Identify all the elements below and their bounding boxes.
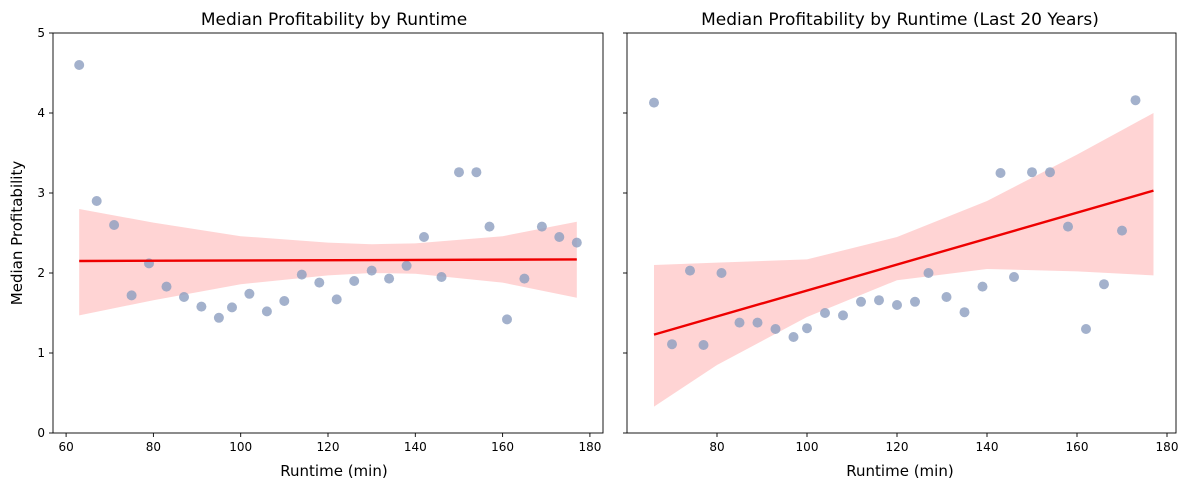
right-x-tick-label: 80 (709, 440, 724, 454)
right-data-point (995, 168, 1006, 178)
right-data-point (1027, 167, 1037, 178)
right-data-point (977, 281, 988, 292)
left-data-point (366, 265, 377, 276)
left-y-tick-label: 5 (37, 26, 45, 40)
right-x-tick-label: 100 (796, 440, 819, 454)
left-x-tick-label: 80 (146, 440, 161, 454)
left-x-tick-label: 120 (317, 440, 340, 454)
left-y-tick-label: 0 (37, 426, 45, 440)
right-data-point (892, 300, 902, 310)
right-data-point (734, 317, 745, 328)
right-data-point (838, 310, 848, 321)
left-data-point (519, 273, 530, 284)
right-data-point (820, 308, 830, 318)
left-data-point (261, 306, 272, 317)
right-x-tick-label: 120 (886, 440, 909, 454)
left-data-point (419, 232, 429, 242)
right-data-point (1081, 324, 1091, 334)
right-data-point (649, 97, 659, 108)
left-y-tick-label: 4 (37, 106, 45, 120)
left-x-tick-label: 60 (58, 440, 73, 454)
left-chart-title: Median Profitability by Runtime (201, 10, 467, 30)
right-data-point (685, 265, 695, 276)
left-data-point (179, 292, 189, 302)
left-y-tick-label: 2 (37, 266, 45, 280)
right-chart: Median Profitability by Runtime (Last 20… (623, 10, 1178, 480)
left-data-point (213, 312, 224, 323)
left-x-tick-label: 100 (229, 440, 252, 454)
left-data-point (401, 260, 412, 271)
right-data-point (910, 296, 920, 307)
left-data-point (74, 60, 85, 70)
right-data-point (698, 340, 709, 350)
right-data-point (788, 332, 799, 342)
right-data-point (716, 268, 727, 278)
left-axes-frame (52, 32, 604, 434)
left-y-axis-label: Median Profitability (8, 161, 26, 306)
right-confidence-band (654, 113, 1154, 407)
right-data-point (802, 323, 812, 334)
right-x-tick-label: 140 (976, 440, 999, 454)
right-data-point (1130, 95, 1141, 106)
left-data-point (502, 314, 512, 325)
left-x-axis-label: Runtime (min) (280, 462, 387, 480)
left-data-point (279, 296, 290, 306)
right-data-point (1063, 221, 1073, 232)
left-x-tick-label: 140 (404, 440, 427, 454)
left-data-point (484, 221, 495, 232)
left-x-tick-label: 160 (491, 440, 514, 454)
left-y-tick-label: 3 (37, 186, 45, 200)
left-data-point (109, 220, 120, 230)
right-x-axis-label: Runtime (min) (846, 462, 953, 480)
left-data-point (196, 301, 207, 312)
right-x-tick-label: 180 (1156, 440, 1179, 454)
right-data-point (1045, 167, 1055, 178)
right-data-point (874, 295, 884, 306)
left-data-point (471, 167, 482, 178)
right-data-point (923, 268, 934, 278)
right-data-point (1117, 225, 1127, 236)
right-data-point (959, 307, 970, 318)
right-x-tick-label: 160 (1066, 440, 1089, 454)
left-data-point (571, 237, 582, 248)
right-data-point (1009, 272, 1019, 282)
right-regression-line (653, 189, 1154, 336)
left-data-point (536, 221, 547, 232)
left-data-point (331, 294, 342, 305)
right-axes-frame (626, 32, 1177, 434)
right-data-point (752, 317, 763, 328)
left-data-point (227, 302, 237, 313)
left-regression-line (79, 258, 577, 263)
left-data-point (314, 277, 325, 288)
right-chart-title: Median Profitability by Runtime (Last 20… (701, 10, 1099, 30)
left-data-point (126, 290, 137, 301)
left-data-point (554, 232, 565, 242)
left-chart: Median Profitability by Runtime 60 80 100 1… (8, 10, 604, 480)
left-data-point (454, 167, 464, 178)
left-data-point (349, 276, 360, 286)
left-data-point (436, 272, 447, 282)
left-x-tick-label: 180 (578, 440, 601, 454)
left-data-point (91, 196, 102, 206)
right-data-point (856, 296, 866, 307)
left-data-point (296, 269, 307, 280)
left-data-point (161, 281, 172, 292)
right-data-point (1099, 279, 1109, 290)
left-y-tick-label: 1 (37, 346, 45, 360)
left-data-point (384, 273, 395, 284)
left-confidence-band (79, 209, 577, 316)
right-data-point (941, 292, 952, 302)
right-data-point (667, 339, 677, 350)
left-data-point (244, 288, 255, 299)
right-data-point (770, 324, 781, 334)
